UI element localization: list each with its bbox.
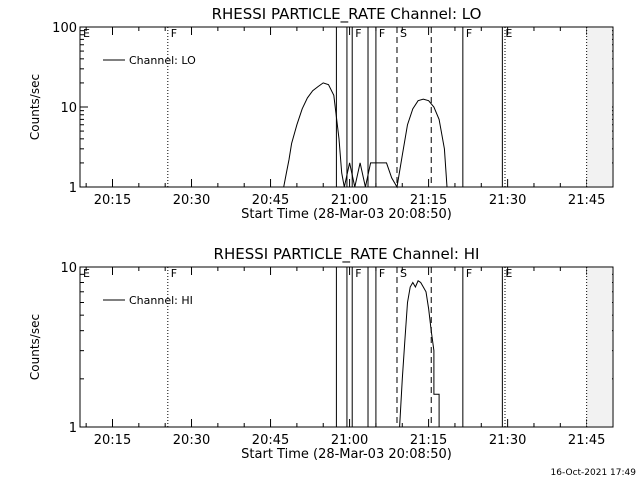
x-axis-label: Start Time (28-Mar-03 20:08:50) — [241, 447, 452, 462]
x-tick-label: 20:15 — [94, 433, 131, 448]
y-tick-label: 1 — [69, 181, 77, 196]
night-shade-region — [586, 28, 612, 186]
x-tick-label: 21:45 — [568, 433, 605, 448]
x-tick-label: 21:00 — [331, 193, 368, 208]
event-marker-label: F — [379, 27, 385, 40]
x-tick-label: 20:45 — [252, 433, 289, 448]
y-tick-label: 10 — [60, 261, 77, 276]
x-tick-label: 20:15 — [94, 193, 131, 208]
x-tick-label: 21:00 — [331, 433, 368, 448]
series-line — [283, 82, 448, 189]
event-marker-label: F — [355, 267, 361, 280]
event-marker-label: F — [466, 27, 472, 40]
chart-title: RHESSI PARTICLE_RATE Channel: LO — [212, 5, 482, 24]
event-marker-label: E — [505, 27, 512, 40]
y-tick-label: 1 — [69, 421, 77, 436]
x-axis-label: Start Time (28-Mar-03 20:08:50) — [241, 207, 452, 222]
x-tick-label: 21:30 — [489, 193, 526, 208]
event-marker-label: F — [355, 27, 361, 40]
x-tick-label: 21:30 — [489, 433, 526, 448]
event-marker-label: E — [83, 267, 90, 280]
event-marker-label: E — [505, 267, 512, 280]
x-tick-label: 20:30 — [173, 193, 210, 208]
legend-label: Channel: LO — [129, 54, 196, 67]
x-tick-label: 21:15 — [410, 193, 447, 208]
event-marker-label: S — [400, 27, 407, 40]
y-axis-label: Counts/sec — [28, 314, 42, 380]
chart-title: RHESSI PARTICLE_RATE Channel: HI — [214, 245, 480, 264]
x-tick-label: 20:30 — [173, 433, 210, 448]
x-tick-label: 20:45 — [252, 193, 289, 208]
y-axis-label: Counts/sec — [28, 74, 42, 140]
legend-label: Channel: HI — [129, 294, 193, 307]
event-marker-label: E — [83, 27, 90, 40]
y-tick-label: 100 — [52, 21, 77, 36]
x-tick-label: 21:15 — [410, 433, 447, 448]
y-tick-label: 10 — [60, 101, 77, 116]
event-marker-label: S — [400, 267, 407, 280]
timestamp-label: 16-Oct-2021 17:49 — [550, 468, 636, 478]
night-shade-region — [586, 268, 612, 426]
x-tick-label: 21:45 — [568, 193, 605, 208]
event-marker-label: F — [171, 27, 177, 40]
event-marker-label: F — [379, 267, 385, 280]
event-marker-label: F — [171, 267, 177, 280]
event-marker-label: F — [466, 267, 472, 280]
series-line — [399, 280, 445, 428]
